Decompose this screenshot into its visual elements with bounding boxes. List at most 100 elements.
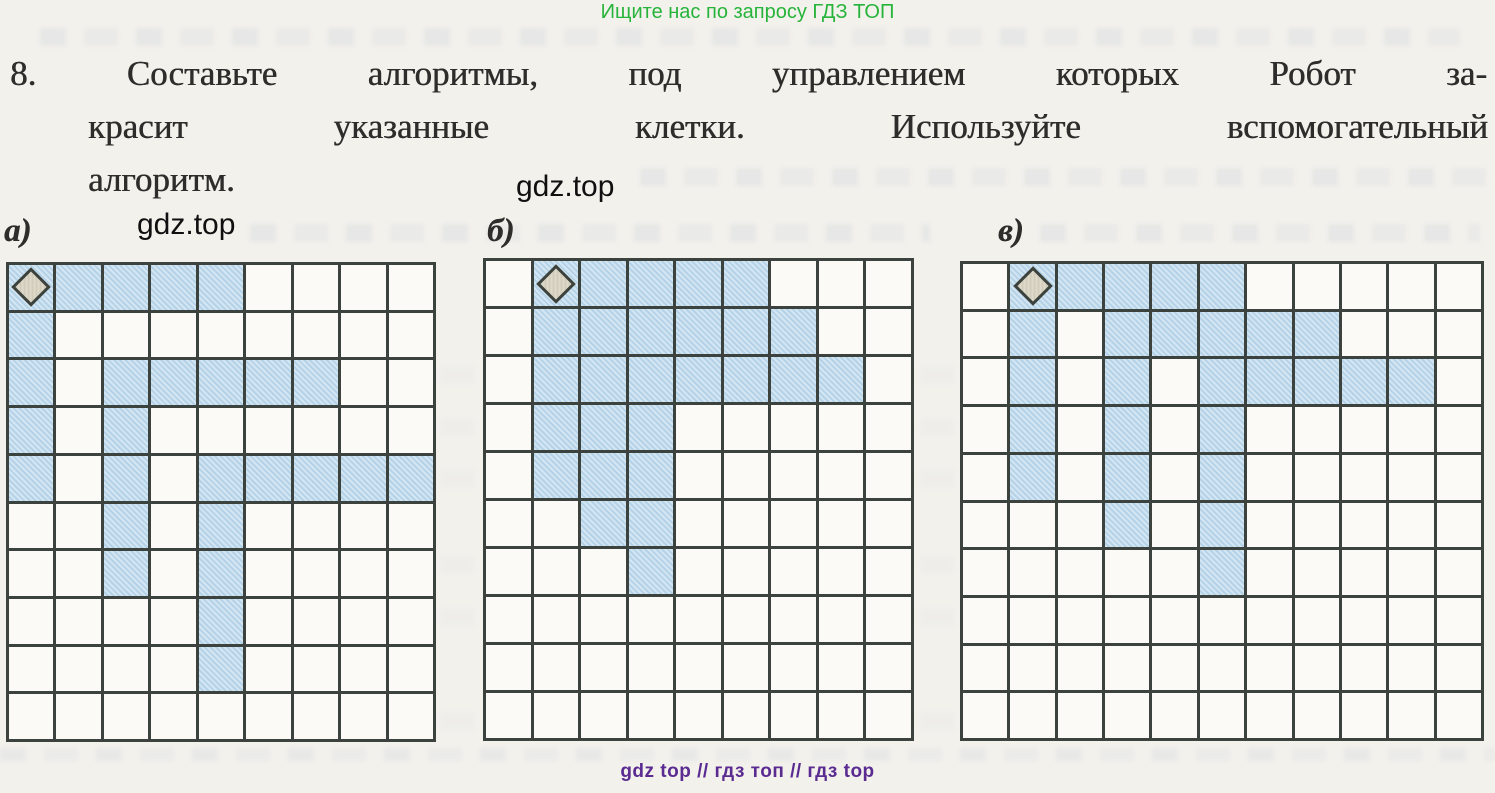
- grid-cell: [676, 405, 721, 450]
- grid-cell: [246, 408, 291, 453]
- grid-cell: [771, 549, 816, 594]
- grid-label-v: в): [998, 213, 1024, 249]
- grid-cell: [1389, 645, 1434, 691]
- grid-cell-painted: [103, 503, 149, 549]
- grid-cell: [293, 551, 339, 596]
- ghost-text-strip: [1040, 224, 1480, 242]
- grid-cell-painted: [198, 503, 244, 549]
- grid-cell: [486, 261, 531, 306]
- grid-cell: [1389, 454, 1434, 500]
- grid-cell: [818, 645, 864, 690]
- grid-cell-painted: [9, 312, 54, 358]
- grid-cell-painted: [151, 360, 196, 406]
- grid-cell: [1436, 645, 1481, 691]
- grid-cell: [866, 357, 911, 402]
- ghost-text-strip: [250, 224, 930, 242]
- grid-cell: [151, 551, 196, 596]
- grid-cell: [676, 645, 721, 690]
- grid-cell: [388, 646, 433, 692]
- grid-cell: [341, 265, 386, 310]
- grid-cell: [341, 551, 386, 596]
- grid-cell-painted: [1057, 264, 1103, 309]
- grid-cell: [56, 360, 101, 406]
- robot-diamond-icon: [1012, 266, 1053, 307]
- grid-cell: [1341, 454, 1387, 500]
- grid-cell: [1389, 311, 1434, 357]
- grid-cell-painted: [533, 309, 579, 354]
- grid-cell: [486, 309, 531, 354]
- grid-cell-painted: [1152, 311, 1197, 357]
- grid-cell: [1341, 311, 1387, 357]
- grid-cell-painted: [341, 455, 386, 501]
- grid-cell-painted: [533, 357, 579, 402]
- grid-cell: [866, 453, 911, 498]
- grid-cell-painted: [533, 453, 579, 498]
- grid-cell-painted: [9, 455, 54, 501]
- grid-cell: [1247, 454, 1292, 500]
- grid-cell-painted: [1010, 311, 1055, 357]
- grid-cell: [818, 405, 864, 450]
- grid-cell: [1247, 645, 1292, 691]
- grid-cell: [818, 597, 864, 642]
- grid-cell: [866, 597, 911, 642]
- promo-banner-top: Ищите нас по запросу ГДЗ ТОП: [600, 1, 895, 23]
- grid-cell: [293, 408, 339, 453]
- grid-cell: [1057, 359, 1103, 405]
- grid-cell: [581, 693, 626, 738]
- grid-cell: [1436, 359, 1481, 405]
- grid-cell: [963, 264, 1008, 309]
- grid-cell: [486, 453, 531, 498]
- grid-cell: [9, 551, 54, 596]
- grid-cell-painted: [628, 261, 674, 306]
- grid-cell-painted: [198, 598, 244, 644]
- grid-cell-painted: [1105, 311, 1150, 357]
- grid-cell: [771, 405, 816, 450]
- grid-cell-painted: [9, 265, 54, 310]
- grid-cell-painted: [1152, 264, 1197, 309]
- grid-cell: [56, 312, 101, 358]
- grid-cell-painted: [723, 261, 769, 306]
- grid-cell-painted: [1105, 502, 1150, 548]
- robot-grid-a: [6, 262, 436, 742]
- grid-cell-painted: [1105, 359, 1150, 405]
- grid-cell: [9, 646, 54, 692]
- grid-cell-painted: [1199, 407, 1245, 452]
- grid-cell: [1152, 693, 1197, 738]
- grid-cell: [151, 408, 196, 453]
- grid-cell: [198, 408, 244, 453]
- grid-cell: [676, 549, 721, 594]
- grid-cell: [963, 407, 1008, 452]
- grid-cell: [866, 309, 911, 354]
- grid-cell-painted: [818, 357, 864, 402]
- grid-cell: [9, 694, 54, 739]
- grid-cell: [293, 598, 339, 644]
- grid-cell-painted: [198, 455, 244, 501]
- grid-cell: [388, 265, 433, 310]
- grid-cell: [963, 645, 1008, 691]
- grid-cell: [1436, 693, 1481, 738]
- grid-cell: [341, 408, 386, 453]
- grid-cell-painted: [1294, 359, 1339, 405]
- grid-cell: [388, 598, 433, 644]
- grid-cell-painted: [1199, 454, 1245, 500]
- ghost-text-strip: [640, 168, 1488, 186]
- grid-cell-painted: [103, 360, 149, 406]
- grid-cell: [628, 645, 674, 690]
- grid-cell-painted: [1389, 359, 1434, 405]
- grid-cell: [818, 549, 864, 594]
- grid-cell: [963, 359, 1008, 405]
- grid-cell-painted: [1199, 264, 1245, 309]
- grid-cell: [1341, 597, 1387, 643]
- grid-cell: [771, 693, 816, 738]
- grid-cell: [198, 312, 244, 358]
- grid-cell-painted: [293, 455, 339, 501]
- grid-cell: [1294, 645, 1339, 691]
- grid-cell: [1057, 407, 1103, 452]
- robot-diamond-icon: [11, 267, 52, 308]
- grid-cell: [56, 694, 101, 739]
- grid-cell-painted: [581, 261, 626, 306]
- grid-cell: [1105, 550, 1150, 595]
- grid-cell: [1341, 407, 1387, 452]
- grid-cell: [1057, 454, 1103, 500]
- grid-cell: [628, 693, 674, 738]
